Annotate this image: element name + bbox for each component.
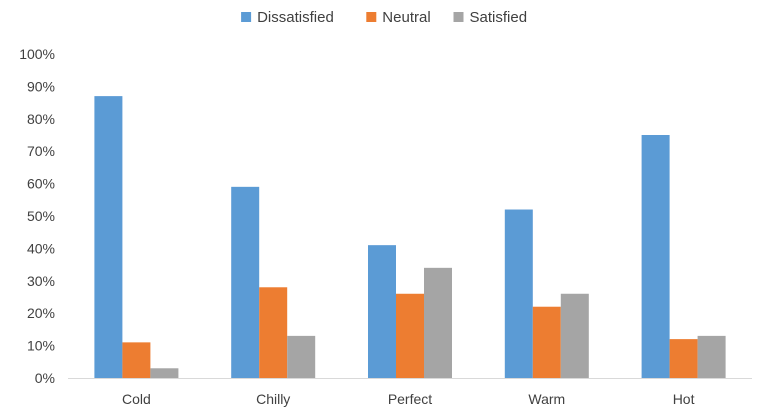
bar-neutral-perfect [396, 293, 424, 378]
y-tick-label: 50% [27, 208, 55, 224]
bar-neutral-cold [122, 342, 151, 378]
y-axis: 0% 10% 20% 30% 40% 50% 60% 70% 80% 90% 100% [19, 46, 55, 386]
legend-swatch-neutral [366, 12, 377, 22]
bar-neutral-warm [532, 306, 561, 378]
legend-swatch-dissatisfied [241, 12, 252, 22]
x-axis: Cold Chilly Perfect Warm Hot [68, 378, 752, 407]
y-tick-label: 60% [27, 176, 55, 192]
y-tick-label: 70% [27, 143, 55, 159]
bar-dissatisfied-warm [504, 209, 533, 378]
legend: Dissatisfied Neutral Satisfied [241, 9, 527, 26]
y-tick-label: 80% [27, 111, 55, 127]
bars-group [94, 96, 726, 379]
bar-satisfied-hot [697, 335, 726, 378]
bar-neutral-chilly [259, 287, 288, 378]
y-tick-label: 30% [27, 273, 55, 289]
y-tick-label: 10% [27, 338, 55, 354]
bar-satisfied-cold [150, 368, 179, 378]
y-tick-label: 90% [27, 78, 55, 94]
y-tick-label: 40% [27, 240, 55, 256]
legend-label-satisfied: Satisfied [470, 9, 528, 26]
y-tick-label: 20% [27, 305, 55, 321]
bar-satisfied-warm [560, 293, 589, 378]
legend-swatch-satisfied [453, 12, 464, 22]
x-tick-label: Warm [528, 391, 565, 407]
bar-satisfied-chilly [287, 335, 316, 378]
y-tick-label: 100% [19, 46, 55, 62]
y-tick-label: 0% [35, 370, 55, 386]
x-tick-label: Hot [673, 391, 695, 407]
bar-dissatisfied-cold [94, 96, 123, 379]
bar-dissatisfied-perfect [368, 245, 396, 378]
bar-satisfied-perfect [424, 267, 452, 378]
legend-label-neutral: Neutral [382, 9, 430, 26]
x-tick-label: Cold [122, 391, 151, 407]
legend-label-dissatisfied: Dissatisfied [257, 9, 334, 26]
bar-dissatisfied-hot [641, 135, 670, 378]
bar-neutral-hot [669, 339, 698, 378]
x-tick-label: Chilly [256, 391, 290, 407]
x-tick-label: Perfect [388, 391, 432, 407]
bar-dissatisfied-chilly [231, 186, 260, 378]
